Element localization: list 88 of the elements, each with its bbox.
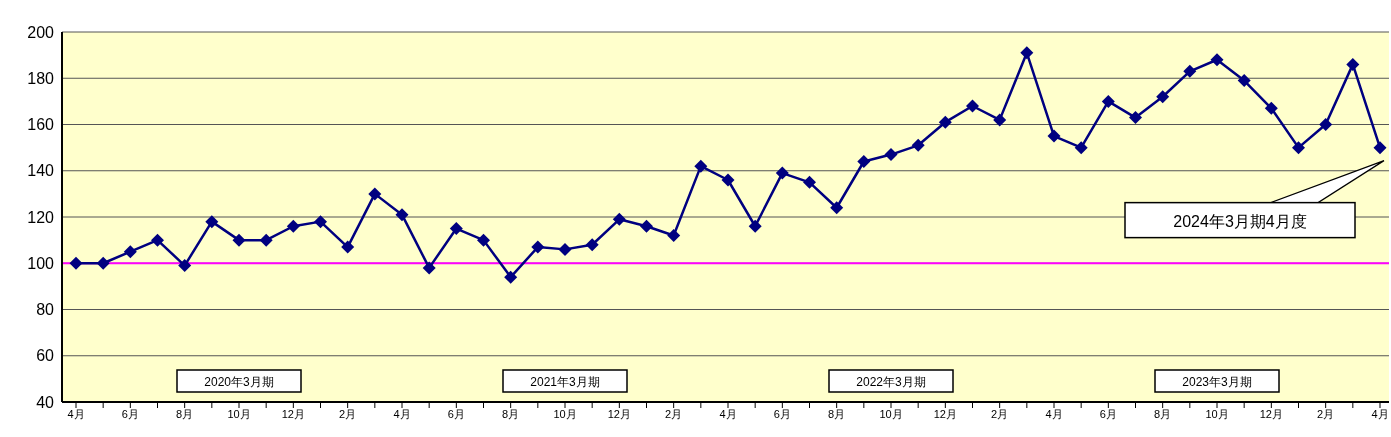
point (803, 175, 816, 189)
point (341, 240, 355, 254)
point (422, 261, 436, 275)
point (1047, 129, 1061, 143)
point (1237, 74, 1251, 88)
point (1156, 90, 1170, 104)
point (314, 215, 327, 229)
point (612, 212, 626, 226)
point (993, 113, 1007, 127)
point (721, 173, 735, 187)
x-tick-label: 10月 (227, 407, 251, 420)
y-tick-label: 40 (36, 393, 55, 411)
x-tick-label: 2月 (1317, 407, 1335, 420)
point (178, 259, 192, 273)
y-tick-label: 140 (27, 162, 55, 180)
annotation: 2021年3月期 (530, 375, 600, 389)
point (1129, 111, 1142, 125)
annotation: 2023年3月期 (1182, 375, 1252, 389)
x-tick-label: 4月 (67, 407, 85, 420)
x-tick-label: 4月 (1045, 407, 1063, 420)
point (1101, 94, 1115, 108)
point (531, 240, 545, 254)
x-tick-label: 12月 (933, 407, 957, 420)
point (69, 256, 83, 270)
point (123, 245, 137, 259)
point (830, 201, 844, 215)
point (966, 99, 979, 113)
point (640, 219, 653, 233)
x-tick-label: 8月 (828, 407, 846, 420)
x-tick-label: 4月 (719, 407, 737, 420)
point (558, 242, 572, 256)
point (1319, 118, 1333, 131)
x-tick-label: 6月 (1099, 407, 1117, 420)
point (368, 187, 382, 201)
point (1373, 141, 1387, 155)
x-tick-label: 12月 (1259, 407, 1283, 420)
x-tick-label: 4月 (393, 407, 411, 420)
point (1183, 64, 1197, 78)
x-tick-label: 8月 (502, 407, 520, 420)
point (1346, 57, 1360, 71)
point (938, 115, 952, 129)
y-tick-label: 180 (27, 69, 55, 87)
x-tick-label: 8月 (176, 407, 194, 420)
point (232, 233, 246, 247)
annotation: 2022年3月期 (856, 375, 926, 389)
x-tick-label: 10月 (879, 407, 903, 420)
point (748, 219, 762, 233)
x-tick-label: 4月 (1371, 407, 1389, 420)
point (694, 159, 708, 173)
point (884, 148, 898, 162)
point (1292, 141, 1305, 155)
point (857, 155, 871, 168)
x-tick-label: 6月 (447, 407, 465, 420)
x-tick-label: 2月 (991, 407, 1009, 420)
y-tick-label: 200 (27, 23, 55, 41)
x-tick-label: 10月 (1205, 407, 1229, 420)
annotation: 2024年3月期4月度 (1173, 212, 1307, 230)
y-tick-label: 80 (36, 301, 55, 319)
x-tick-label: 6月 (773, 407, 791, 420)
point (449, 222, 463, 236)
point (1210, 53, 1224, 67)
point (96, 256, 110, 270)
point (1020, 46, 1034, 60)
x-tick-label: 2月 (665, 407, 683, 420)
point (151, 233, 164, 247)
x-tick-label: 12月 (607, 407, 631, 420)
point (259, 233, 273, 247)
point (667, 229, 681, 242)
point (585, 238, 599, 252)
point (477, 233, 490, 247)
point (205, 215, 219, 229)
y-tick-label: 160 (27, 116, 55, 134)
point (286, 219, 300, 233)
point (395, 208, 409, 222)
x-tick-label: 2月 (339, 407, 357, 420)
x-tick-label: 10月 (553, 407, 577, 420)
point (504, 270, 518, 284)
x-tick-label: 12月 (281, 407, 305, 420)
point (911, 138, 925, 152)
point (775, 166, 789, 180)
annotation: 2020年3月期 (204, 375, 274, 389)
point (1074, 141, 1088, 155)
x-tick-label: 6月 (121, 407, 139, 420)
x-tick-label: 8月 (1154, 407, 1172, 420)
y-tick-label: 60 (36, 347, 55, 365)
point (1264, 101, 1278, 115)
y-tick-label: 100 (27, 254, 55, 272)
y-tick-label: 120 (27, 208, 55, 226)
